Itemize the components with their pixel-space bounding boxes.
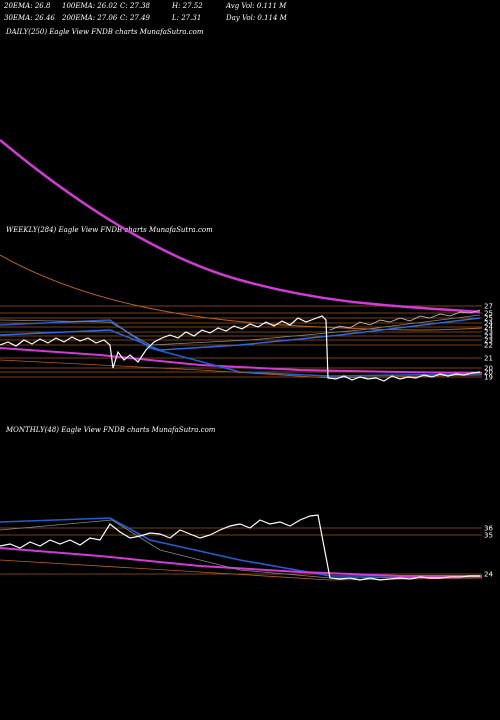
- weekly-ema-blue-upper: [0, 319, 483, 377]
- monthly-tick-label: 36: [484, 525, 493, 533]
- monthly-panel-label: MONTHLY(48) Eagle View FNDB charts Munaf…: [6, 426, 216, 434]
- stat-100ema: 100EMA: 26.02: [62, 2, 118, 10]
- daily-tick-label: 23: [484, 333, 493, 341]
- daily-tick-label: 23: [484, 329, 493, 337]
- weekly-panel-label: WEEKLY(284) Eagle View FNDB charts Munaf…: [6, 226, 213, 234]
- daily-ema-orange-curve: [0, 254, 483, 331]
- daily-tick-label: 25: [484, 310, 493, 318]
- daily-price-line: [0, 315, 481, 382]
- daily-ema-grey: [0, 314, 481, 346]
- daily-tick-label: 21: [484, 355, 493, 363]
- stat-close: C: 27.38: [120, 2, 150, 10]
- daily-tick-label: 20: [484, 365, 493, 373]
- weekly-ema-lower: [0, 359, 483, 379]
- daily-tick-label: 24: [484, 324, 493, 332]
- daily-ema-magenta-curve: [0, 139, 481, 314]
- daily-tick-label: 22: [484, 342, 493, 350]
- stat-200ema: 200EMA: 27.06: [62, 14, 118, 22]
- daily-price-overlay: [329, 309, 481, 331]
- daily-tick-label: 23: [484, 337, 493, 345]
- daily-tick-label: 25: [484, 315, 493, 323]
- daily-tick-label: 20: [484, 369, 493, 377]
- daily-tick-label: 24: [484, 320, 493, 328]
- stat-high: H: 27.52: [172, 2, 203, 10]
- level-lines: [0, 305, 482, 575]
- daily-tick-label: 27: [484, 303, 493, 311]
- stat-30ema: 30EMA: 26.46: [4, 14, 55, 22]
- monthly-ema-blue: [0, 517, 482, 577]
- monthly-ema-grey: [0, 519, 483, 579]
- monthly-tick-label: 24: [484, 571, 493, 579]
- stat-day-vol: Day Vol: 0.114 M: [226, 14, 287, 22]
- monthly-tick-label: 35: [484, 532, 493, 540]
- stat-low: L: 27.31: [172, 14, 202, 22]
- weekly-ema-magenta-upper: [0, 347, 483, 374]
- stat-close-2: C: 27.49: [120, 14, 150, 22]
- daily-panel-label: DAILY(250) Eagle View FNDB charts Munafa…: [6, 28, 204, 36]
- monthly-ema-magenta: [0, 547, 482, 577]
- daily-ema-blue: [0, 317, 481, 351]
- daily-tick-label: 19: [484, 374, 493, 382]
- stat-20ema: 20EMA: 26.8: [4, 2, 51, 10]
- stat-avg-vol: Avg Vol: 0.111 M: [226, 2, 287, 10]
- monthly-price-line: [0, 514, 480, 581]
